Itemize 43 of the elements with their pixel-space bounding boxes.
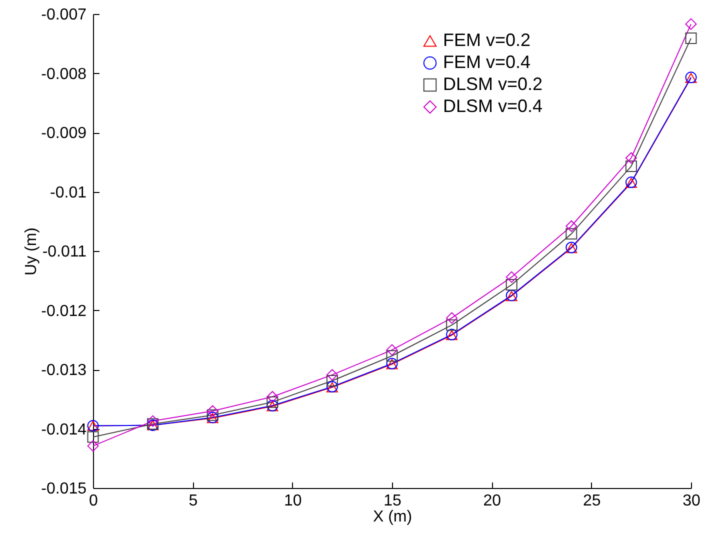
x-tick-label: 0 [89, 492, 98, 510]
y-tick-label: -0.011 [42, 244, 87, 260]
y-tick-label: -0.014 [41, 421, 87, 438]
point [206, 405, 218, 417]
point [506, 279, 518, 291]
point [446, 312, 458, 324]
y-tick-label: -0.015 [41, 480, 87, 498]
y-tick-label: -0.009 [41, 125, 87, 142]
point [566, 220, 578, 232]
x-axis-title: X (m) [372, 508, 412, 526]
x-tick-label: 30 [682, 492, 700, 510]
y-tick-label: -0.007 [41, 6, 87, 24]
point [206, 409, 218, 421]
point [147, 415, 159, 427]
point [506, 271, 518, 283]
point [326, 375, 338, 386]
point [386, 350, 398, 362]
y-axis-title: Uy (m) [23, 228, 40, 276]
point [87, 440, 99, 452]
point [566, 228, 578, 240]
legend-label: FEM v=0.2 [443, 30, 531, 50]
point [326, 369, 338, 381]
point [266, 396, 278, 408]
legend-label: DLSM v=0.2 [443, 74, 543, 94]
y-tick-label: -0.013 [41, 362, 87, 379]
x-tick-label: 20 [483, 492, 502, 510]
legend-label: DLSM v=0.4 [443, 96, 543, 116]
y-tick-label: -0.008 [41, 66, 87, 83]
point [625, 152, 637, 164]
point [685, 32, 697, 44]
x-tick-label: 25 [582, 492, 601, 510]
legend-label: FEM v=0.4 [443, 52, 531, 72]
point [87, 431, 99, 443]
point [386, 344, 398, 356]
x-tick-label: 15 [384, 492, 402, 510]
point [625, 160, 637, 172]
y-tick-label: -0.01 [50, 184, 87, 202]
point [685, 18, 697, 30]
point [446, 319, 458, 331]
x-tick-label: 5 [188, 492, 198, 510]
x-tick-label: 10 [284, 492, 302, 510]
y-tick-label: -0.012 [41, 302, 87, 320]
point [266, 391, 278, 402]
